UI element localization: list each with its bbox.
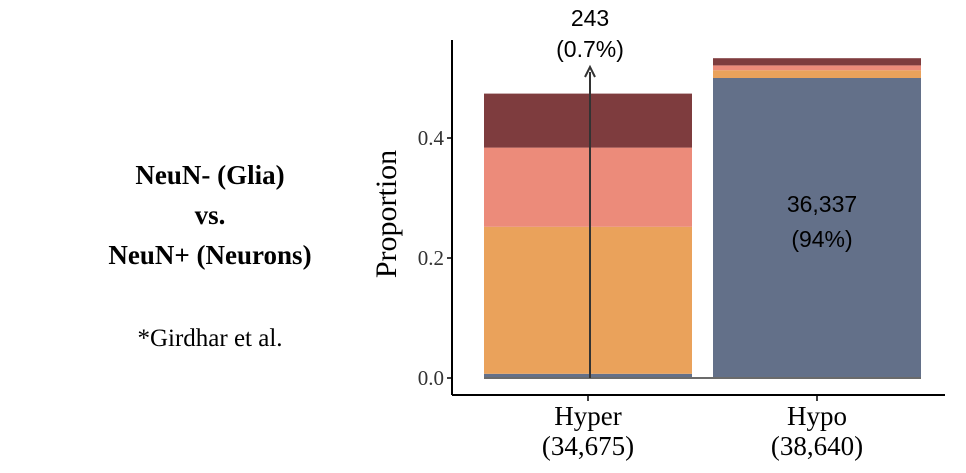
annotation-label-hyper: 243 xyxy=(571,5,609,31)
bar-segment-hyper-orange xyxy=(484,226,692,374)
y-axis-label: Proportion xyxy=(370,150,403,278)
x-labels-group: Hyper(34,675) Hypo(38,640) xyxy=(542,395,863,461)
y-tick-label: 0.4 xyxy=(418,126,445,150)
x-tick-label: Hypo xyxy=(787,401,847,431)
y-tick-label: 0.2 xyxy=(418,246,444,270)
bar-segment-hypo-salmon xyxy=(713,65,921,71)
x-tick-label: Hyper xyxy=(554,401,621,431)
bar-segment-hyper-salmon xyxy=(484,147,692,227)
citation: *Girdhar et al. xyxy=(137,325,283,352)
bar-segment-hyper-dark_red xyxy=(484,93,692,148)
annotation-arrowhead xyxy=(584,64,596,78)
x-tick-count-label: (38,640) xyxy=(771,431,863,461)
comparison-title-line-3: NeuN+ (Neurons) xyxy=(108,240,312,270)
chart-description: NeuN- (Glia) vs. NeuN+ (Neurons) xyxy=(0,155,420,275)
x-tick-count-label: (34,675) xyxy=(542,431,634,461)
comparison-title-line-2: vs. xyxy=(194,200,226,230)
bar-segment-hypo-slate xyxy=(713,78,921,378)
annotation-label-hypo: 36,337 xyxy=(787,191,857,217)
bar-segment-hyper-slate xyxy=(484,373,692,378)
y-ticks-group: 0.0 0.2 0.4 xyxy=(418,126,452,390)
comparison-title-line-1: NeuN- (Glia) xyxy=(135,160,285,190)
annotation-label-hyper: (0.7%) xyxy=(556,36,624,62)
annotation-label-hypo: (94%) xyxy=(791,226,852,252)
bar-segment-hypo-orange xyxy=(713,70,921,78)
bars-group xyxy=(484,58,921,378)
annotations-group: 243 (0.7%) 36,337 (94%) xyxy=(556,5,857,378)
bar-segment-hypo-dark_red xyxy=(713,58,921,66)
y-tick-label: 0.0 xyxy=(418,366,444,390)
